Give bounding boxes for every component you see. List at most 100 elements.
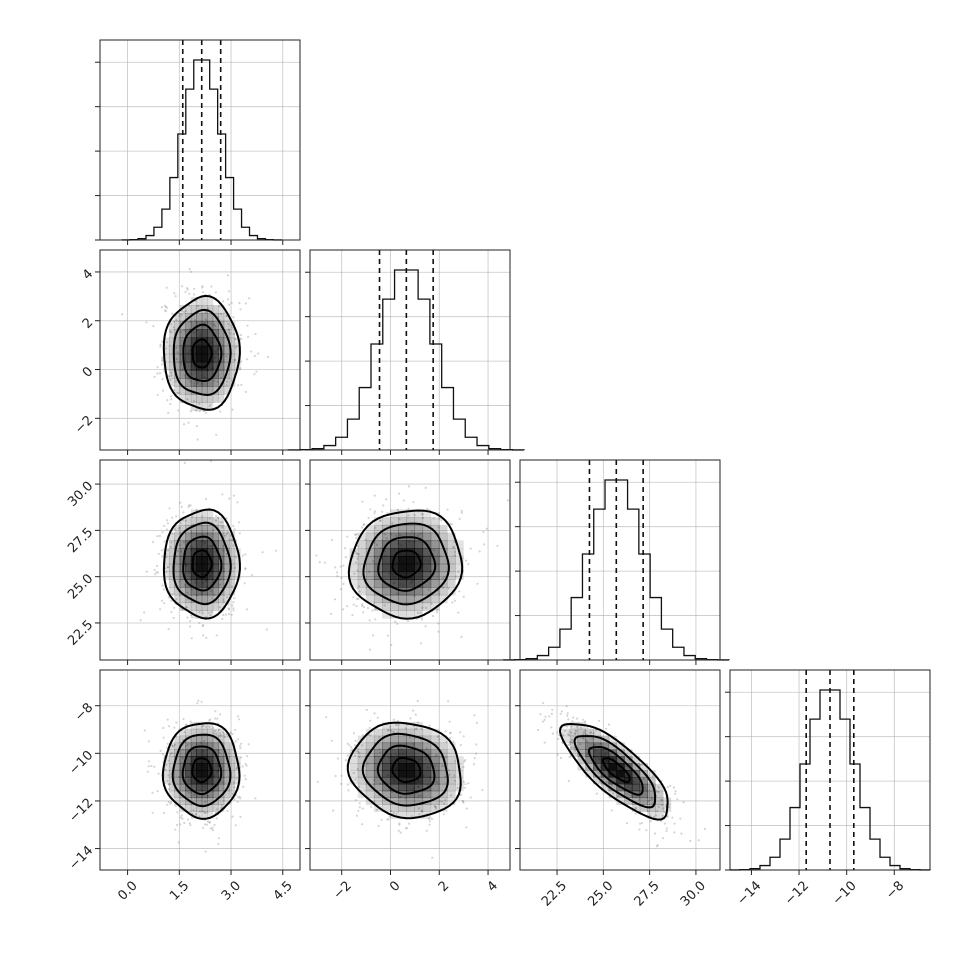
density-cell — [179, 329, 186, 338]
scatter-point — [204, 498, 208, 501]
density-cell — [229, 587, 236, 596]
density-cell — [196, 369, 203, 379]
density-cell — [229, 776, 236, 785]
density-cell — [212, 579, 219, 588]
density-cell — [168, 571, 175, 580]
density-cell — [174, 587, 181, 596]
density-cell — [207, 386, 214, 395]
scatter-point — [679, 817, 682, 820]
density-cell — [190, 811, 197, 819]
density-cell — [406, 579, 415, 588]
ytick-label-3-1: −12 — [66, 796, 96, 826]
scatter-point — [188, 504, 191, 507]
xtick-label-0-0: 0.0 — [115, 878, 140, 903]
scatter-point — [189, 380, 192, 383]
density-cell — [168, 763, 175, 771]
scatter-point — [181, 285, 184, 288]
scatter-point — [543, 741, 546, 744]
density-cell — [212, 394, 219, 403]
density-cell — [446, 797, 456, 805]
density-cell — [185, 517, 192, 526]
density-cell — [174, 735, 181, 744]
density-cell — [179, 321, 186, 330]
density-cell — [212, 763, 219, 771]
density-cell — [207, 579, 214, 588]
density-cell — [196, 378, 203, 387]
scatter-point — [231, 539, 234, 542]
scatter-point — [191, 515, 194, 518]
scatter-point — [165, 286, 168, 289]
scatter-point — [325, 716, 328, 719]
density-cell — [365, 770, 375, 778]
scatter-point — [253, 354, 256, 358]
scatter-point — [574, 732, 577, 735]
scatter-point — [674, 790, 677, 793]
density-cell — [647, 770, 656, 778]
scatter-point — [207, 611, 210, 614]
density-cell — [414, 555, 424, 565]
scatter-point — [356, 768, 359, 771]
density-cell — [406, 728, 415, 737]
scatter-point — [182, 541, 185, 544]
scatter-point — [586, 726, 589, 730]
density-cell — [196, 329, 203, 338]
density-cell — [406, 594, 415, 604]
scatter-point — [261, 551, 264, 554]
scatter-point — [340, 774, 343, 777]
scatter-point — [184, 519, 188, 522]
scatter-point — [336, 575, 339, 578]
scatter-point — [460, 793, 463, 797]
scatter-point — [184, 290, 187, 294]
scatter-point — [447, 587, 450, 590]
density-cell — [212, 353, 219, 363]
scatter-point — [225, 532, 228, 535]
density-cell — [207, 394, 214, 403]
density-cell — [438, 763, 448, 771]
density-cell — [349, 563, 359, 573]
scatter-point — [234, 740, 237, 743]
contour-3-1-0 — [391, 756, 422, 784]
density-cell — [218, 783, 225, 792]
density-cell — [390, 790, 399, 799]
scatter-point — [397, 829, 400, 833]
scatter-point — [595, 792, 598, 795]
density-cell — [373, 540, 383, 549]
scatter-point — [544, 715, 547, 718]
scatter-point — [436, 735, 439, 739]
scatter-point — [352, 596, 355, 599]
density-cell — [207, 369, 214, 379]
density-cell — [190, 728, 197, 737]
scatter-point — [187, 421, 190, 424]
scatter-point — [169, 545, 172, 548]
density-cell — [446, 555, 456, 565]
density-cell — [163, 345, 170, 355]
density-cell — [430, 532, 440, 542]
scatter-point — [430, 817, 434, 821]
scatter-point — [551, 708, 554, 711]
scatter-point — [610, 784, 613, 787]
scatter-point — [542, 702, 545, 705]
scatter-point — [230, 585, 233, 588]
scatter-point — [358, 802, 361, 805]
scatter-point — [203, 823, 207, 826]
xtick-label-2-0: 22.5 — [539, 878, 570, 909]
density-cell — [201, 610, 208, 619]
contour-2-0-2 — [172, 521, 232, 606]
density-cell — [365, 594, 375, 604]
density-cell — [593, 749, 602, 757]
scatter-point — [655, 814, 658, 817]
scatter-point — [231, 408, 234, 411]
scatter-point — [467, 562, 470, 566]
density-cell — [190, 305, 197, 314]
scatter-point — [361, 604, 364, 608]
scatter-point — [217, 837, 220, 840]
density-cell — [174, 353, 181, 363]
density-cell — [631, 776, 641, 785]
scatter-point — [650, 798, 654, 801]
scatter-point — [201, 515, 204, 518]
scatter-point — [156, 790, 159, 793]
scatter-point — [465, 826, 468, 829]
density-cell — [190, 783, 197, 792]
scatter-point — [235, 344, 238, 348]
scatter-point — [209, 403, 212, 406]
